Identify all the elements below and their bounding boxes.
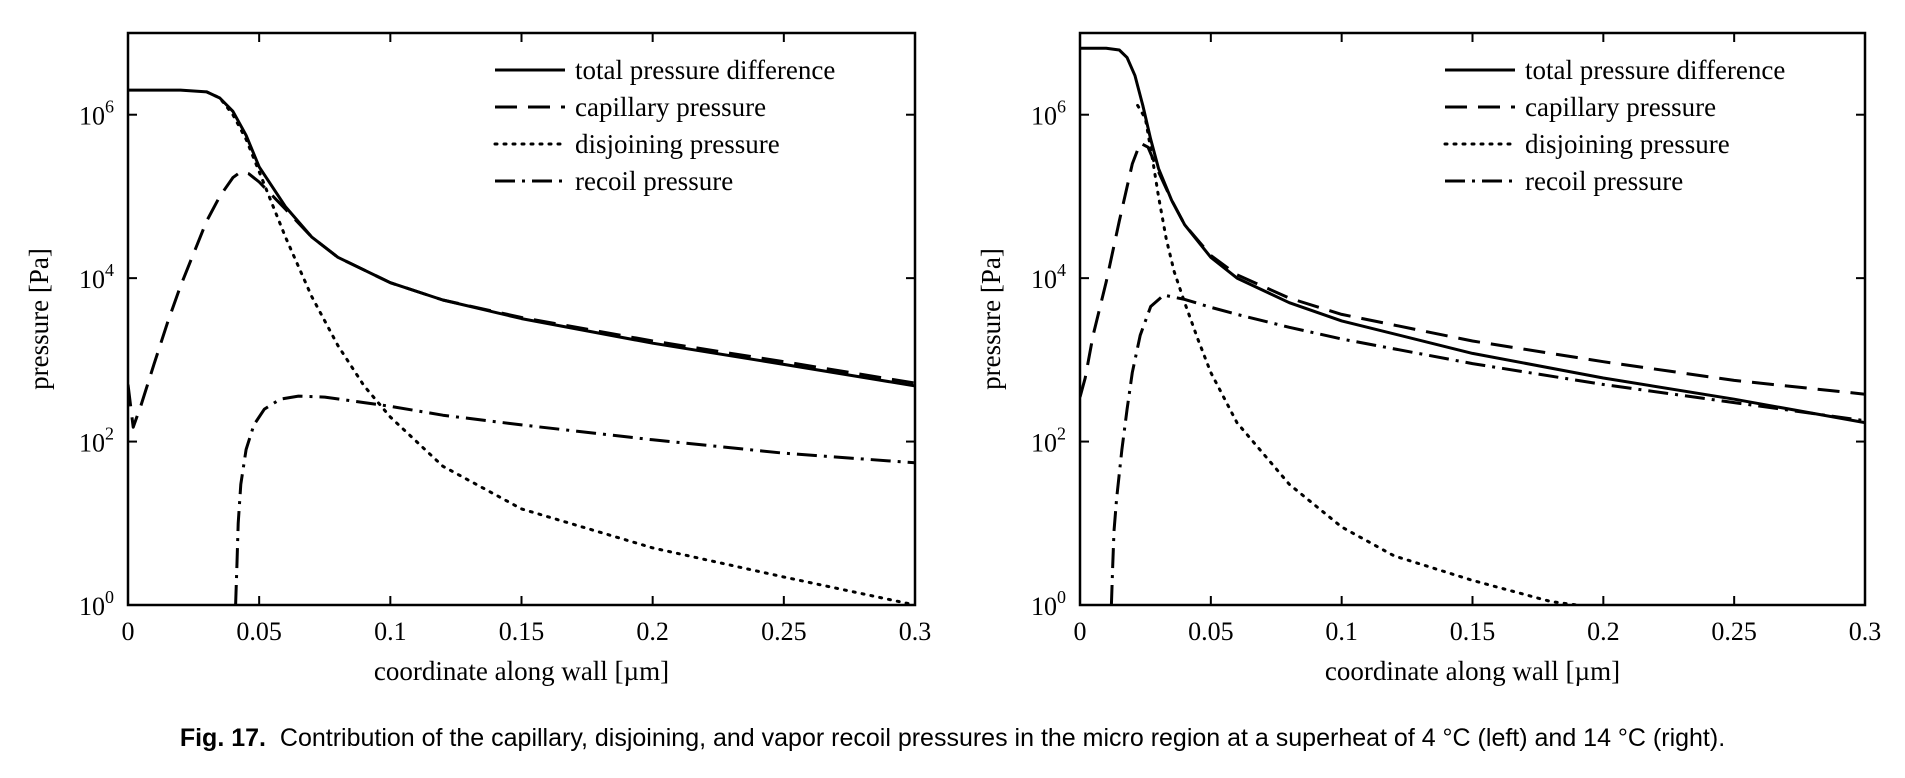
series-line-disjoining-pressure: [1136, 103, 1579, 605]
y-tick-label: 104: [1031, 260, 1066, 294]
y-tick-label: 106: [79, 97, 114, 131]
legend-entry: disjoining pressure: [1525, 129, 1730, 159]
figure-caption: Fig. 17. Contribution of the capillary, …: [0, 724, 1905, 753]
x-tick-label: 0: [122, 617, 135, 646]
y-tick-label: 102: [1031, 424, 1066, 458]
left-chart-panel: 0 0.05 0.1 0.15 0.2 0.25 0.3 100 102 104 106 coordi…: [24, 31, 932, 686]
right-chart-panel: 0 0.05 0.1 0.15 0.2 0.25 0.3 100 102 104 106 coordi…: [976, 31, 1882, 686]
x-axis-label: coordinate along wall [µm]: [1325, 656, 1620, 686]
series-line-capillary-pressure: [128, 170, 915, 429]
x-tick-label: 0.3: [899, 617, 932, 646]
y-tick-label: 106: [1031, 97, 1066, 131]
x-tick-label: 0.05: [236, 617, 282, 646]
x-tick-label: 0.2: [636, 617, 669, 646]
x-tick-label: 0: [1074, 617, 1087, 646]
legend-entry: capillary pressure: [1525, 92, 1716, 122]
caption-label: Fig. 17.: [179, 724, 266, 752]
y-axis-label: pressure [Pa]: [24, 248, 54, 390]
x-axis-label: coordinate along wall [µm]: [374, 656, 669, 686]
x-tick-label: 0.1: [1325, 617, 1358, 646]
legend-entry: recoil pressure: [1525, 166, 1683, 196]
x-tick-label: 0.2: [1587, 617, 1620, 646]
legend-entry: recoil pressure: [575, 166, 733, 196]
y-tick-label: 100: [1031, 587, 1066, 621]
legend-entry: total pressure difference: [1525, 55, 1785, 85]
x-tick-label: 0.3: [1849, 617, 1882, 646]
series-line-total-pressure-difference: [1080, 46, 1865, 425]
y-tick-label: 102: [79, 424, 114, 458]
series-line-recoil-pressure: [1109, 293, 1865, 605]
y-axis-label: pressure [Pa]: [976, 248, 1006, 390]
x-tick-label: 0.15: [1450, 617, 1496, 646]
x-tick-label: 0.25: [761, 617, 807, 646]
legend-entry: capillary pressure: [575, 92, 766, 122]
y-tick-label: 104: [79, 260, 114, 294]
x-tick-label: 0.1: [374, 617, 407, 646]
series-line-disjoining-pressure: [205, 90, 915, 605]
x-tick-label: 0.05: [1188, 617, 1234, 646]
x-tick-label: 0.25: [1711, 617, 1757, 646]
series-line-capillary-pressure: [1080, 141, 1865, 398]
series-line-total-pressure-difference: [128, 88, 915, 388]
x-tick-label: 0.15: [499, 617, 545, 646]
y-tick-label: 100: [79, 587, 114, 621]
series-line-recoil-pressure: [234, 394, 915, 605]
caption-text: Contribution of the capillary, disjoinin…: [279, 724, 1726, 752]
legend-entry: disjoining pressure: [575, 129, 780, 159]
legend-entry: total pressure difference: [575, 55, 835, 85]
plot-frame: [1078, 31, 1867, 607]
